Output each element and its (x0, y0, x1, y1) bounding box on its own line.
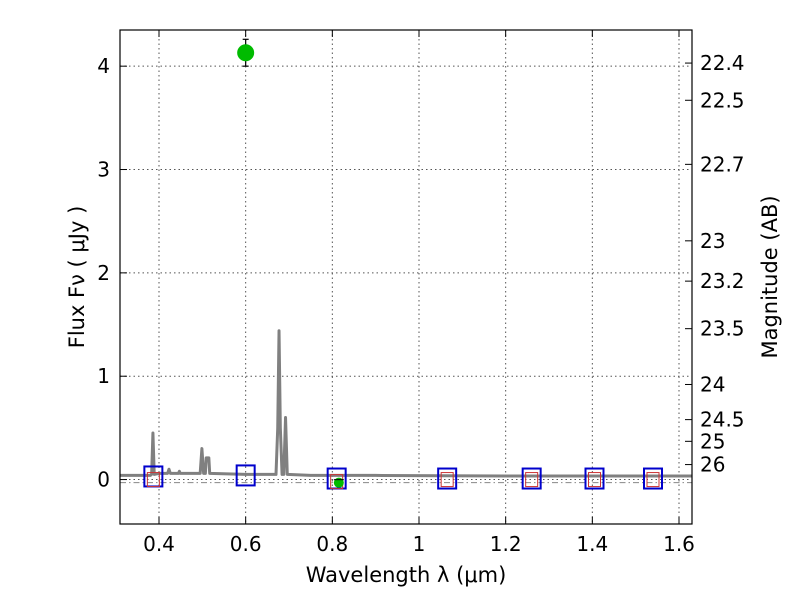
data-layer (120, 38, 692, 490)
x-tick-label: 1.6 (663, 532, 695, 556)
model-photometry-square (235, 464, 256, 487)
upper-limit-box (646, 472, 660, 488)
model-photometry-square (584, 467, 605, 490)
right-tick-label: 22.7 (700, 152, 745, 176)
spectrum-line (120, 329, 692, 478)
model-photometry-square (643, 467, 663, 490)
y-tick-label: 2 (97, 261, 110, 285)
upper-limit-box (440, 472, 454, 488)
right-tick-label: 24.5 (700, 408, 745, 432)
grid-layer (120, 30, 692, 524)
model-photometry-square (437, 467, 458, 490)
model-photometry-square (521, 467, 542, 490)
upper-limit-box (588, 472, 601, 488)
right-tick-label: 23 (700, 229, 725, 253)
x-tick-label: 1 (413, 532, 426, 556)
x-axis-title: Wavelength λ (μm) (306, 563, 507, 587)
upper-limit-box (146, 472, 160, 488)
right-tick-label: 25 (700, 429, 725, 453)
x-tick-label: 1.4 (576, 532, 608, 556)
x-tick-label: 0.8 (316, 532, 348, 556)
upper-limit-box (525, 472, 539, 488)
x-tick-label: 0.4 (143, 532, 175, 556)
plot-frame (119, 29, 693, 525)
x-tick-label: 0.6 (230, 532, 262, 556)
right-tick-label: 26 (700, 453, 725, 477)
y-tick-label: 4 (97, 54, 110, 78)
x-tick-label: 1.2 (490, 532, 522, 556)
right-tick-label: 22.5 (700, 88, 745, 112)
y-tick-label: 0 (97, 468, 110, 492)
right-tick-label: 24 (700, 372, 725, 396)
y-tick-label: 1 (97, 364, 110, 388)
y-tick-label: 3 (97, 158, 110, 182)
y-axis-title: Flux Fν ( μJy ) (65, 206, 89, 349)
right-tick-label: 23.2 (700, 269, 745, 293)
detection-point (237, 44, 255, 62)
right-tick-label: 23.5 (700, 317, 745, 341)
right-tick-label: 22.4 (700, 51, 745, 75)
y-axis-right-title: Magnitude (AB) (758, 195, 782, 358)
